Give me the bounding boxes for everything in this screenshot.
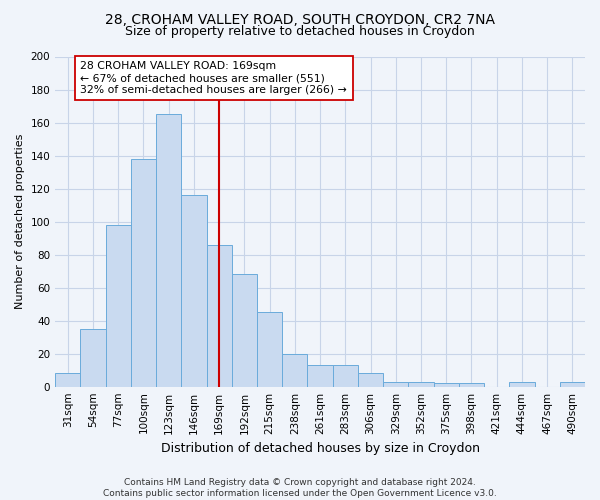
X-axis label: Distribution of detached houses by size in Croydon: Distribution of detached houses by size … xyxy=(161,442,479,455)
Bar xyxy=(206,244,232,386)
Bar xyxy=(434,384,459,386)
Bar xyxy=(560,382,585,386)
Bar xyxy=(181,195,206,386)
Bar xyxy=(409,382,434,386)
Bar xyxy=(131,159,156,386)
Bar xyxy=(358,374,383,386)
Y-axis label: Number of detached properties: Number of detached properties xyxy=(15,134,25,310)
Bar xyxy=(509,382,535,386)
Bar xyxy=(257,312,282,386)
Bar xyxy=(332,365,358,386)
Bar xyxy=(80,329,106,386)
Text: Size of property relative to detached houses in Croydon: Size of property relative to detached ho… xyxy=(125,25,475,38)
Bar xyxy=(232,274,257,386)
Text: 28, CROHAM VALLEY ROAD, SOUTH CROYDON, CR2 7NA: 28, CROHAM VALLEY ROAD, SOUTH CROYDON, C… xyxy=(105,12,495,26)
Bar xyxy=(55,374,80,386)
Bar xyxy=(459,384,484,386)
Text: Contains HM Land Registry data © Crown copyright and database right 2024.
Contai: Contains HM Land Registry data © Crown c… xyxy=(103,478,497,498)
Bar xyxy=(307,365,332,386)
Bar xyxy=(156,114,181,386)
Bar xyxy=(282,354,307,386)
Bar xyxy=(383,382,409,386)
Bar xyxy=(106,225,131,386)
Text: 28 CROHAM VALLEY ROAD: 169sqm
← 67% of detached houses are smaller (551)
32% of : 28 CROHAM VALLEY ROAD: 169sqm ← 67% of d… xyxy=(80,62,347,94)
